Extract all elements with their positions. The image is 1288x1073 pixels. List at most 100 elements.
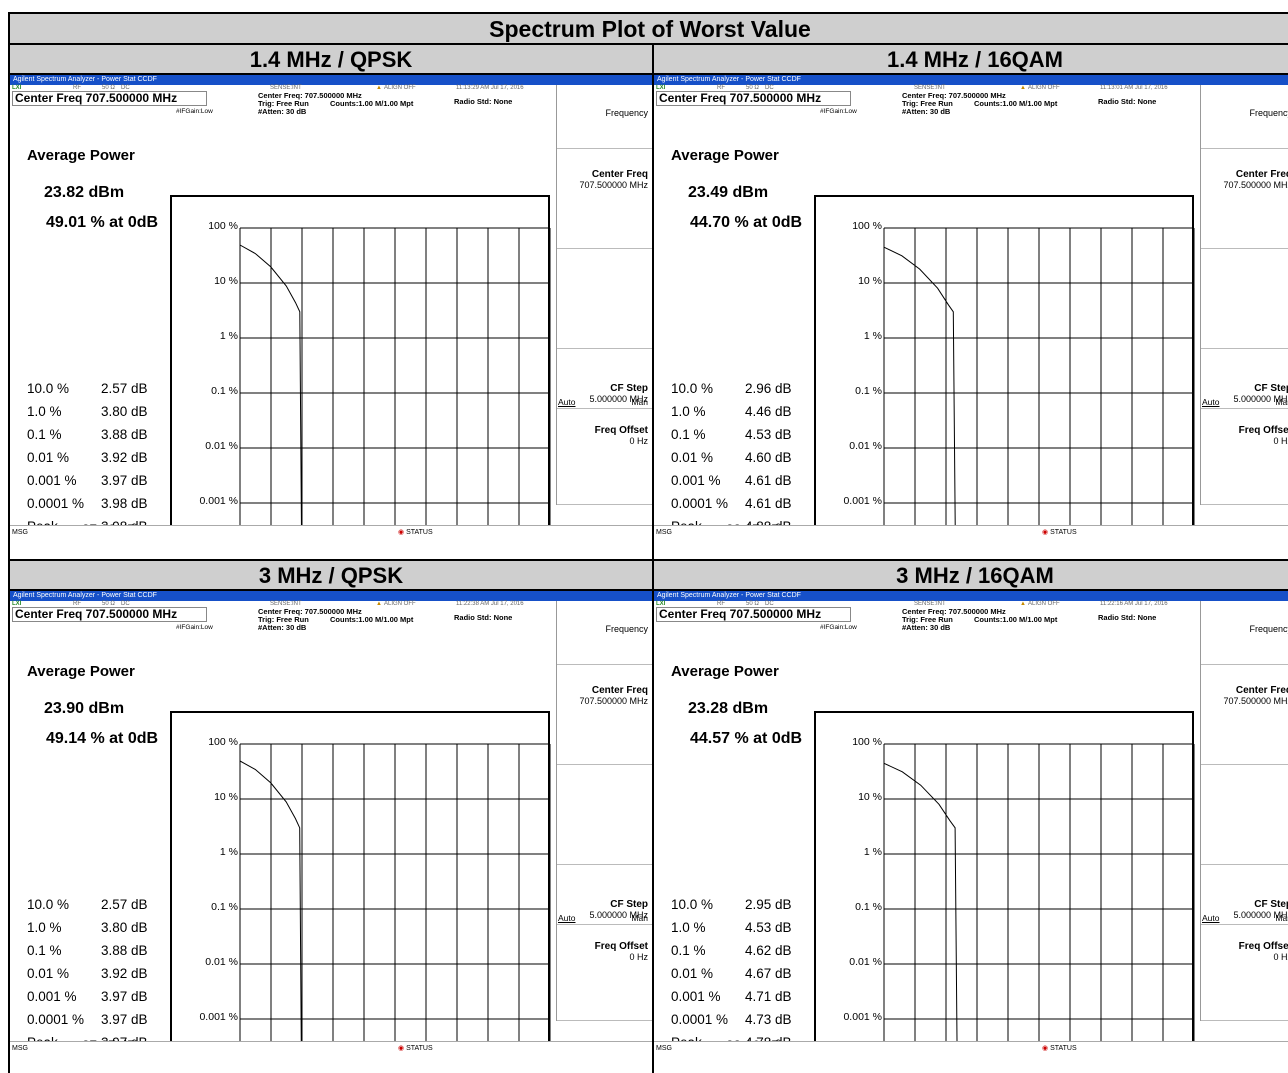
y-tick-label: 10 %	[858, 791, 882, 803]
radio-std-info: Radio Std: None	[1098, 97, 1157, 106]
sense-label: SENSE:INT	[270, 601, 302, 607]
rf-label: RF	[73, 85, 81, 91]
center-freq-softkey[interactable]: Center Freq 707.500000 MHz	[1201, 149, 1288, 249]
status-row: LXI RF 50 Ω DC SENSE:INT ▲ ALIGN OFF 11:…	[10, 601, 652, 607]
auto-option[interactable]: Auto	[1202, 913, 1220, 923]
lxi-icon: LXI	[656, 85, 666, 91]
center-freq-softkey[interactable]: Center Freq 707.500000 MHz	[557, 665, 652, 765]
y-tick-label: 0.001 %	[843, 495, 882, 507]
stat-label: 1.0 %	[671, 920, 706, 935]
status-row: LXI RF 50 Ω DC SENSE:INT ▲ ALIGN OFF 11:…	[10, 85, 652, 91]
warning-icon: ▲	[376, 601, 382, 607]
y-tick-label: 10 %	[214, 275, 238, 287]
trig-info: Trig: Free Run	[902, 99, 953, 108]
man-option[interactable]: Man	[631, 397, 648, 407]
stat-label: 10.0 %	[27, 897, 70, 912]
counts-info: Counts:1.00 M/1.00 Mpt	[330, 615, 414, 624]
status-indicator[interactable]: ◉ STATUS	[1042, 1045, 1077, 1052]
stat-value: 3.88 dB	[101, 427, 148, 442]
timestamp: 11:13:29 AM Jul 17, 2016	[456, 85, 524, 91]
atten-info: #Atten: 30 dB	[902, 623, 951, 632]
center-freq-softkey[interactable]: Center Freq 707.500000 MHz	[557, 149, 652, 249]
stat-label: 10.0 %	[671, 381, 714, 396]
center-freq-display[interactable]: Center Freq 707.500000 MHz	[656, 607, 851, 622]
measure-info: Center Freq: 707.500000 MHz Trig: Free R…	[258, 608, 362, 632]
man-option[interactable]: Man	[631, 913, 648, 923]
center-freq-display[interactable]: Center Freq 707.500000 MHz	[656, 91, 851, 106]
average-power-label: Average Power	[671, 663, 779, 680]
status-indicator[interactable]: ◉ STATUS	[398, 529, 433, 536]
percent-at-0db: 44.57 % at 0dB	[690, 730, 803, 747]
ccdf-curve	[883, 762, 958, 1055]
warning-icon: ▲	[376, 85, 382, 91]
status-icon: ◉	[398, 529, 405, 536]
main-title: Spectrum Plot of Worst Value	[10, 14, 1288, 45]
stat-label: 0.001 %	[671, 989, 721, 1004]
stat-value: 3.80 dB	[101, 404, 148, 419]
ccdf-curve-layer	[239, 227, 551, 539]
status-row: LXI RF 50 Ω DC SENSE:INT ▲ ALIGN OFF 11:…	[654, 85, 1288, 91]
auto-option[interactable]: Auto	[558, 913, 576, 923]
counts-info: Counts:1.00 M/1.00 Mpt	[974, 99, 1058, 108]
status-icon: ◉	[398, 1045, 405, 1052]
stat-value: 3.97 dB	[101, 473, 148, 488]
measure-info: Center Freq: 707.500000 MHz Trig: Free R…	[902, 92, 1006, 116]
y-tick-label: 0.1 %	[211, 901, 238, 913]
timestamp: 11:13:01 AM Jul 17, 2016	[1100, 85, 1168, 91]
stat-label: 10.0 %	[671, 897, 714, 912]
stat-value: 3.97 dB	[101, 1012, 148, 1027]
auto-option[interactable]: Auto	[1202, 397, 1220, 407]
y-tick-label: 0.001 %	[199, 495, 238, 507]
stat-value: 3.88 dB	[101, 943, 148, 958]
average-power-label: Average Power	[27, 147, 135, 164]
auto-option[interactable]: Auto	[558, 397, 576, 407]
average-power-dbm: 23.82 dBm	[44, 184, 125, 201]
report-frame: Spectrum Plot of Worst Value 1.4 MHz / Q…	[8, 12, 1288, 1073]
y-tick-label: 0.01 %	[205, 440, 238, 452]
impedance-label: 50 Ω	[102, 85, 115, 91]
stat-value: 3.80 dB	[101, 920, 148, 935]
stat-value: 2.57 dB	[101, 381, 148, 396]
y-tick-label: 0.01 %	[849, 956, 882, 968]
trig-info: Trig: Free Run	[258, 99, 309, 108]
message-bar: MSG ◉ STATUS	[654, 525, 1288, 539]
center-freq-display[interactable]: Center Freq 707.500000 MHz	[12, 91, 207, 106]
average-power-dbm: 23.90 dBm	[44, 700, 125, 717]
stat-value: 4.67 dB	[745, 966, 792, 981]
lxi-icon: LXI	[12, 601, 22, 607]
status-indicator[interactable]: ◉ STATUS	[398, 1045, 433, 1052]
status-indicator[interactable]: ◉ STATUS	[1042, 529, 1077, 536]
man-option[interactable]: Man	[1275, 913, 1288, 923]
center-freq-display[interactable]: Center Freq 707.500000 MHz	[12, 607, 207, 622]
msg-label: MSG	[12, 529, 28, 536]
y-tick-label: 1 %	[219, 330, 238, 342]
ccdf-curve	[239, 244, 303, 539]
panel-3: 3 MHz / QPSK Agilent Spectrum Analyzer -…	[10, 561, 652, 1073]
stat-value: 4.61 dB	[745, 473, 792, 488]
trig-info: Trig: Free Run	[258, 615, 309, 624]
message-bar: MSG ◉ STATUS	[10, 1041, 652, 1055]
window-title: Agilent Spectrum Analyzer - Power Stat C…	[654, 591, 1288, 601]
stat-label: 0.0001 %	[671, 1012, 729, 1027]
stat-value: 3.92 dB	[101, 966, 148, 981]
stat-label: 0.001 %	[27, 473, 77, 488]
frequency-menu-title: Frequency	[557, 85, 652, 149]
y-tick-label: 10 %	[858, 275, 882, 287]
frequency-menu-title: Frequency	[1201, 601, 1288, 665]
counts-info: Counts:1.00 M/1.00 Mpt	[330, 99, 414, 108]
ifgain-label: #IFGain:Low	[820, 108, 857, 115]
stat-label: 0.01 %	[27, 450, 70, 465]
man-option[interactable]: Man	[1275, 397, 1288, 407]
panel-title: 1.4 MHz / 16QAM	[654, 45, 1288, 75]
average-power-dbm: 23.49 dBm	[688, 184, 769, 201]
impedance-label: 50 Ω	[102, 601, 115, 607]
center-freq-softkey[interactable]: Center Freq 707.500000 MHz	[1201, 665, 1288, 765]
